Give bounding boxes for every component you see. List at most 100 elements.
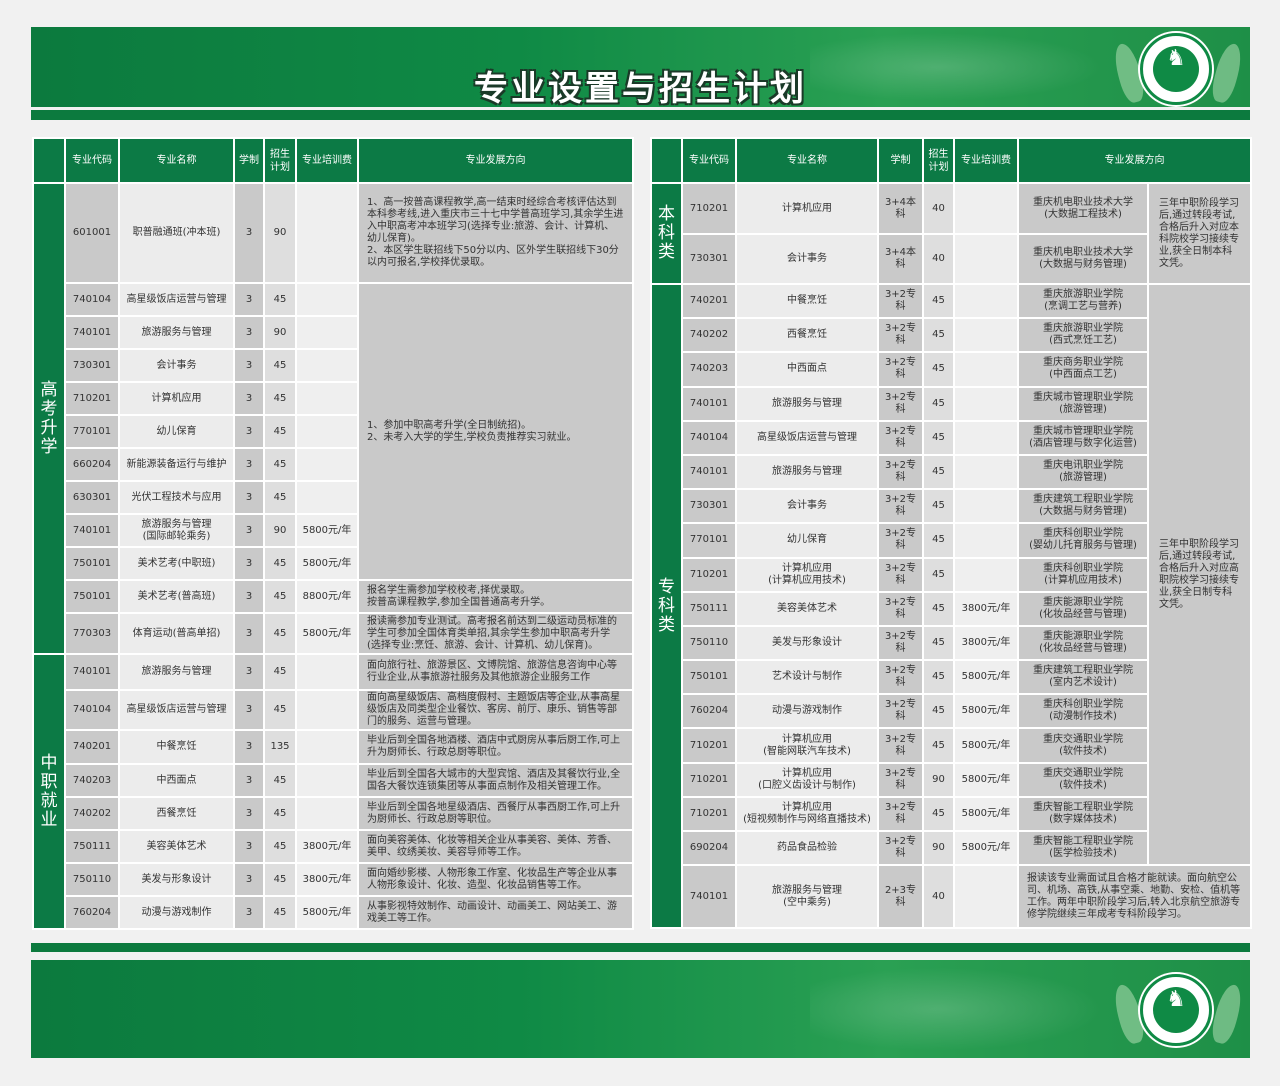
major-code: 660204 xyxy=(64,447,120,482)
pathway-note: 三年中职阶段学习后,通过转段考试,合格后升入对应本科院校学习接续专业,获全日制本… xyxy=(1147,182,1252,285)
enrollment-plan: 45 xyxy=(263,414,297,449)
major-name: 高星级饭店运营与管理 xyxy=(118,282,235,317)
training-fee xyxy=(953,282,1019,320)
hand-right-decoration xyxy=(1208,982,1246,1046)
training-fee: 5800元/年 xyxy=(953,829,1019,867)
table-row: 740201 中餐烹饪 3 135 毕业后到全国各地酒楼、酒店中式厨房从事后厨工作,可上… xyxy=(33,729,634,765)
major-name: 美容美体艺术 xyxy=(118,829,235,864)
training-fee xyxy=(295,282,359,317)
development-direction: 面向高星级饭店、高档度假村、主题饭店等企业,从事高星级饭店及同类型企业餐饮、客房… xyxy=(357,689,634,731)
enrollment-plan: 45 xyxy=(263,796,297,831)
table-row: 740101 旅游服务与管理 (国际邮轮乘务) 3 90 5800元/年 xyxy=(33,513,633,548)
major-name: 高星级饭店运营与管理 xyxy=(735,419,879,456)
training-fee xyxy=(953,317,1019,354)
partner-college: 重庆智能工程职业学院 (医学检验技术) xyxy=(1017,829,1149,867)
major-code: 710201 xyxy=(681,556,737,593)
development-direction: 毕业后到全国各大城市的大型宾馆、酒店及其餐饮行业,全国各大餐饮连锁集团等从事面点… xyxy=(357,763,634,798)
study-length: 3 xyxy=(233,182,265,284)
major-name: 美术艺考(中职班) xyxy=(118,546,235,581)
major-code: 740101 xyxy=(64,653,120,691)
major-code: 750110 xyxy=(681,624,737,662)
category-label: 专科类 xyxy=(650,282,683,930)
header-stripe xyxy=(31,110,1250,120)
enrollment-plan: 45 xyxy=(263,653,297,691)
development-direction: 1、参加中职高考升学(全日制统招)。 2、未考入大学的学生,学校负责推荐实习就业… xyxy=(357,282,634,581)
partner-college: 重庆电讯职业学院 (旅游管理) xyxy=(1017,453,1149,491)
study-length: 3+2专科 xyxy=(877,453,924,491)
table-row: 专科类 740201 中餐烹饪 3+2专科 45 重庆旅游职业学院 (烹调工艺与营养) 三年… xyxy=(650,282,1252,930)
major-name: 会计事务 xyxy=(735,488,879,525)
major-name: 计算机应用 xyxy=(735,182,879,235)
major-code: 740104 xyxy=(64,282,120,317)
category-label: 本科类 xyxy=(650,182,683,285)
major-name: 动漫与游戏制作 xyxy=(118,895,235,930)
major-name: 西餐烹饪 xyxy=(735,317,879,354)
study-length: 3 xyxy=(233,862,265,897)
partner-college: 重庆商务职业学院 (中西面点工艺) xyxy=(1017,351,1149,388)
partner-college: 重庆建筑工程职业学院 (室内艺术设计) xyxy=(1017,659,1149,696)
development-direction: 毕业后到全国各地酒楼、酒店中式厨房从事后厨工作,可上升为厨师长、行政总厨等职位。 xyxy=(357,729,634,765)
training-fee: 5800元/年 xyxy=(295,546,359,581)
enrollment-plan: 90 xyxy=(922,761,955,798)
table-row: 730301 会计事务 3+2专科 45 重庆建筑工程职业学院 (大数据与财务管理) xyxy=(651,488,1251,525)
enrollment-plan: 45 xyxy=(263,829,297,864)
table-row: 高考升学 601001 职普融通班(冲本班) 3 90 1、高一按普高课程教学,高一结束时… xyxy=(32,182,634,655)
enrollment-plan: 90 xyxy=(263,182,297,284)
enrollment-plan: 45 xyxy=(263,480,297,515)
study-length: 3+2专科 xyxy=(877,727,924,764)
major-code: 740203 xyxy=(64,763,120,798)
pathway-note: 三年中职阶段学习后,通过转段考试,合格后升入对应高职院校学习接续专业,获全日制专… xyxy=(1147,282,1252,867)
enrollment-plan: 45 xyxy=(263,689,297,731)
enrollment-plan: 45 xyxy=(922,522,955,559)
world-map-decoration xyxy=(810,960,1130,1058)
table-row: 710201 计算机应用 (计算机应用技术) 3+2专科 45 重庆科创职业学院 (计算… xyxy=(651,556,1251,593)
major-name: 药品食品检验 xyxy=(735,829,879,867)
partner-college: 重庆机电职业技术大学 (大数据工程技术) xyxy=(1017,182,1149,235)
major-name: 旅游服务与管理 (国际邮轮乘务) xyxy=(118,513,235,548)
major-code: 750111 xyxy=(681,590,737,627)
table-row: 740104 高星级饭店运营与管理 3 45 面向高星级饭店、高档度假村、主题饭店等企业… xyxy=(33,689,634,731)
major-name: 新能源装备运行与维护 xyxy=(118,447,235,482)
table-row: 710201 计算机应用 (短视频制作与网络直播技术) 3+2专科 45 5800元/年… xyxy=(651,795,1251,833)
major-code: 740101 xyxy=(681,864,737,930)
major-name: 幼儿保育 xyxy=(118,414,235,449)
partner-college: 重庆能源职业学院 (化妆品经营与管理) xyxy=(1017,624,1149,662)
training-fee xyxy=(953,351,1019,388)
major-name: 美发与形象设计 xyxy=(735,624,879,662)
major-name: 旅游服务与管理 xyxy=(118,653,235,691)
training-fee xyxy=(953,453,1019,491)
page-title: 专业设置与招生计划 xyxy=(474,69,807,107)
table-row: 710201 计算机应用 (智能网联汽车技术) 3+2专科 45 5800元/年 重庆交通… xyxy=(651,727,1251,764)
enrollment-plan: 40 xyxy=(922,864,955,930)
training-fee xyxy=(953,556,1019,593)
table-row: 750111 美容美体艺术 3 45 3800元/年 面向美容美体、化妆等相关企业从事美容… xyxy=(33,829,634,864)
study-length: 2+3专科 xyxy=(877,864,924,930)
enrollment-plan: 45 xyxy=(263,763,297,798)
training-fee: 5800元/年 xyxy=(953,727,1019,764)
header-banner: 专业设置与招生计划 ♞ xyxy=(31,27,1250,107)
enrollment-plan: 45 xyxy=(263,447,297,482)
training-fee xyxy=(295,729,359,765)
major-name: 西餐烹饪 xyxy=(118,796,235,831)
study-length: 3 xyxy=(233,653,265,691)
enrollment-plan: 45 xyxy=(263,546,297,581)
partner-college: 重庆能源职业学院 (化妆品经营与管理) xyxy=(1017,590,1149,627)
training-fee: 3800元/年 xyxy=(295,829,359,864)
major-code: 710201 xyxy=(681,182,737,235)
development-direction: 面向美容美体、化妆等相关企业从事美容、美体、芳香、美甲、纹绣美妆、美容导师等工作… xyxy=(357,829,634,864)
column-header: 招生计划 xyxy=(263,137,297,184)
training-fee xyxy=(295,689,359,731)
major-code: 730301 xyxy=(681,488,737,525)
development-direction: 毕业后到全国各地星级酒店、西餐厅从事西厨工作,可上升为厨师长、行政总厨等职位。 xyxy=(357,796,634,831)
table-row: 750111 美容美体艺术 3+2专科 45 3800元/年 重庆能源职业学院 (化妆品经… xyxy=(651,590,1251,627)
training-fee xyxy=(295,480,359,515)
partner-college: 重庆旅游职业学院 (烹调工艺与营养) xyxy=(1017,282,1149,320)
partner-college: 重庆城市管理职业学院 (旅游管理) xyxy=(1017,385,1149,422)
table-row: 740101 旅游服务与管理 3 90 xyxy=(33,315,633,350)
study-length: 3 xyxy=(233,829,265,864)
column-header: 学制 xyxy=(877,137,924,184)
study-length: 3+4本科 xyxy=(877,182,924,235)
major-code: 710201 xyxy=(681,795,737,833)
partner-college: 重庆科创职业学院 (计算机应用技术) xyxy=(1017,556,1149,593)
study-length: 3 xyxy=(233,414,265,449)
